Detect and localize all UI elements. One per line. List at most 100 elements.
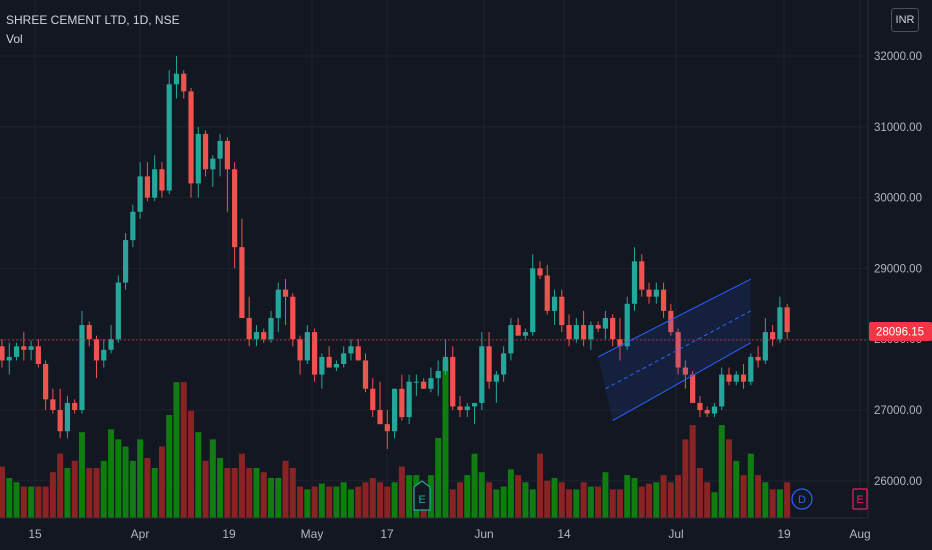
candle [566, 314, 572, 347]
candle [35, 339, 41, 368]
candle-body [755, 356, 761, 361]
volume-legend-label[interactable]: Vol [6, 32, 23, 46]
candle [319, 353, 325, 389]
volume-bar [129, 460, 136, 518]
candle [355, 339, 361, 361]
volume-bar [449, 489, 456, 518]
candle-body [770, 332, 776, 340]
candle [726, 367, 732, 386]
candle [333, 360, 340, 372]
candle-body [341, 353, 347, 364]
earnings-marker[interactable]: E [413, 480, 431, 511]
candle [64, 395, 71, 439]
volume-bar [0, 466, 5, 518]
volume-bar [515, 475, 522, 518]
candle [573, 317, 579, 343]
candle-body [101, 349, 107, 361]
candle-body [348, 346, 354, 354]
candle-body [704, 410, 710, 414]
time-tick: Apr [131, 527, 150, 541]
candle-body [108, 339, 114, 350]
currency-button[interactable]: INR [891, 8, 919, 32]
candle [471, 402, 478, 425]
channel-lower-line[interactable] [612, 342, 752, 422]
time-tick: 19 [222, 527, 236, 541]
candle-body [421, 381, 427, 389]
candle [697, 395, 703, 418]
candle [43, 360, 49, 410]
volume-bar [144, 457, 151, 518]
candle-body [377, 410, 383, 425]
last-price-text: 28096.15 [876, 327, 924, 339]
candle [399, 374, 405, 421]
volume-bar [493, 489, 500, 518]
candle [675, 328, 681, 375]
candle [486, 332, 492, 389]
candle [457, 395, 463, 418]
volume-bar [624, 475, 631, 518]
earnings-letter: E [418, 494, 425, 506]
volume-bar [689, 425, 696, 518]
dividend-marker[interactable]: D [791, 488, 813, 510]
candle-body [312, 332, 318, 375]
candle [188, 87, 194, 198]
parallel-channel[interactable] [597, 278, 752, 422]
volume-bar [784, 482, 791, 518]
candle [595, 321, 601, 333]
candle [253, 325, 260, 347]
candle [224, 137, 230, 212]
candle-body [246, 317, 252, 340]
price-axis-ticks[interactable]: 32000.0031000.0030000.0029000.0028000.00… [874, 51, 922, 488]
candle-body [617, 339, 623, 347]
candle [522, 328, 529, 340]
candle-body [726, 374, 732, 382]
channel-upper-line[interactable] [597, 278, 752, 358]
candle-body [239, 247, 245, 318]
volume-bar [231, 467, 238, 518]
volume-bar [318, 483, 325, 518]
volume-bar [776, 489, 783, 518]
candle-body [530, 268, 536, 333]
time-tick: Aug [849, 527, 870, 541]
candle-body [719, 374, 725, 407]
symbol-title[interactable]: SHREE CEMENT LTD, 1D, NSE [6, 13, 180, 27]
volume-bar [275, 477, 282, 518]
candle-body [675, 332, 681, 368]
candle-body [282, 289, 289, 297]
candle-body [551, 296, 558, 311]
candle-body [646, 289, 652, 297]
volume-bar [667, 482, 674, 518]
candle-body [639, 261, 645, 290]
candle [602, 310, 609, 340]
volume-bar [616, 489, 623, 518]
candle [711, 402, 718, 418]
candle-body [13, 346, 20, 357]
volume-bar [166, 415, 173, 518]
candle-body [566, 325, 572, 340]
time-tick: 14 [557, 527, 571, 541]
candle [28, 340, 34, 361]
volume-bar [13, 482, 20, 518]
candle-body [21, 346, 27, 350]
volume-bar [377, 482, 384, 518]
candle [748, 353, 754, 386]
candle [624, 296, 630, 350]
candle [784, 303, 790, 340]
candle [261, 328, 267, 343]
time-axis-ticks[interactable]: 15 Apr 19 May 17 Jun 14 Jul 19 Aug [28, 527, 870, 541]
candle [653, 282, 659, 304]
candle [6, 342, 12, 375]
volume-bar [289, 467, 296, 518]
candle [348, 339, 354, 361]
volume-bar [217, 457, 224, 518]
candle-body [232, 169, 238, 248]
volume-bar [326, 486, 333, 518]
candle [282, 279, 289, 326]
candle [530, 254, 536, 336]
candle-body [399, 388, 405, 418]
earnings-marker-future[interactable]: E [852, 488, 868, 510]
candle [0, 339, 5, 368]
volume-bar [427, 475, 434, 518]
